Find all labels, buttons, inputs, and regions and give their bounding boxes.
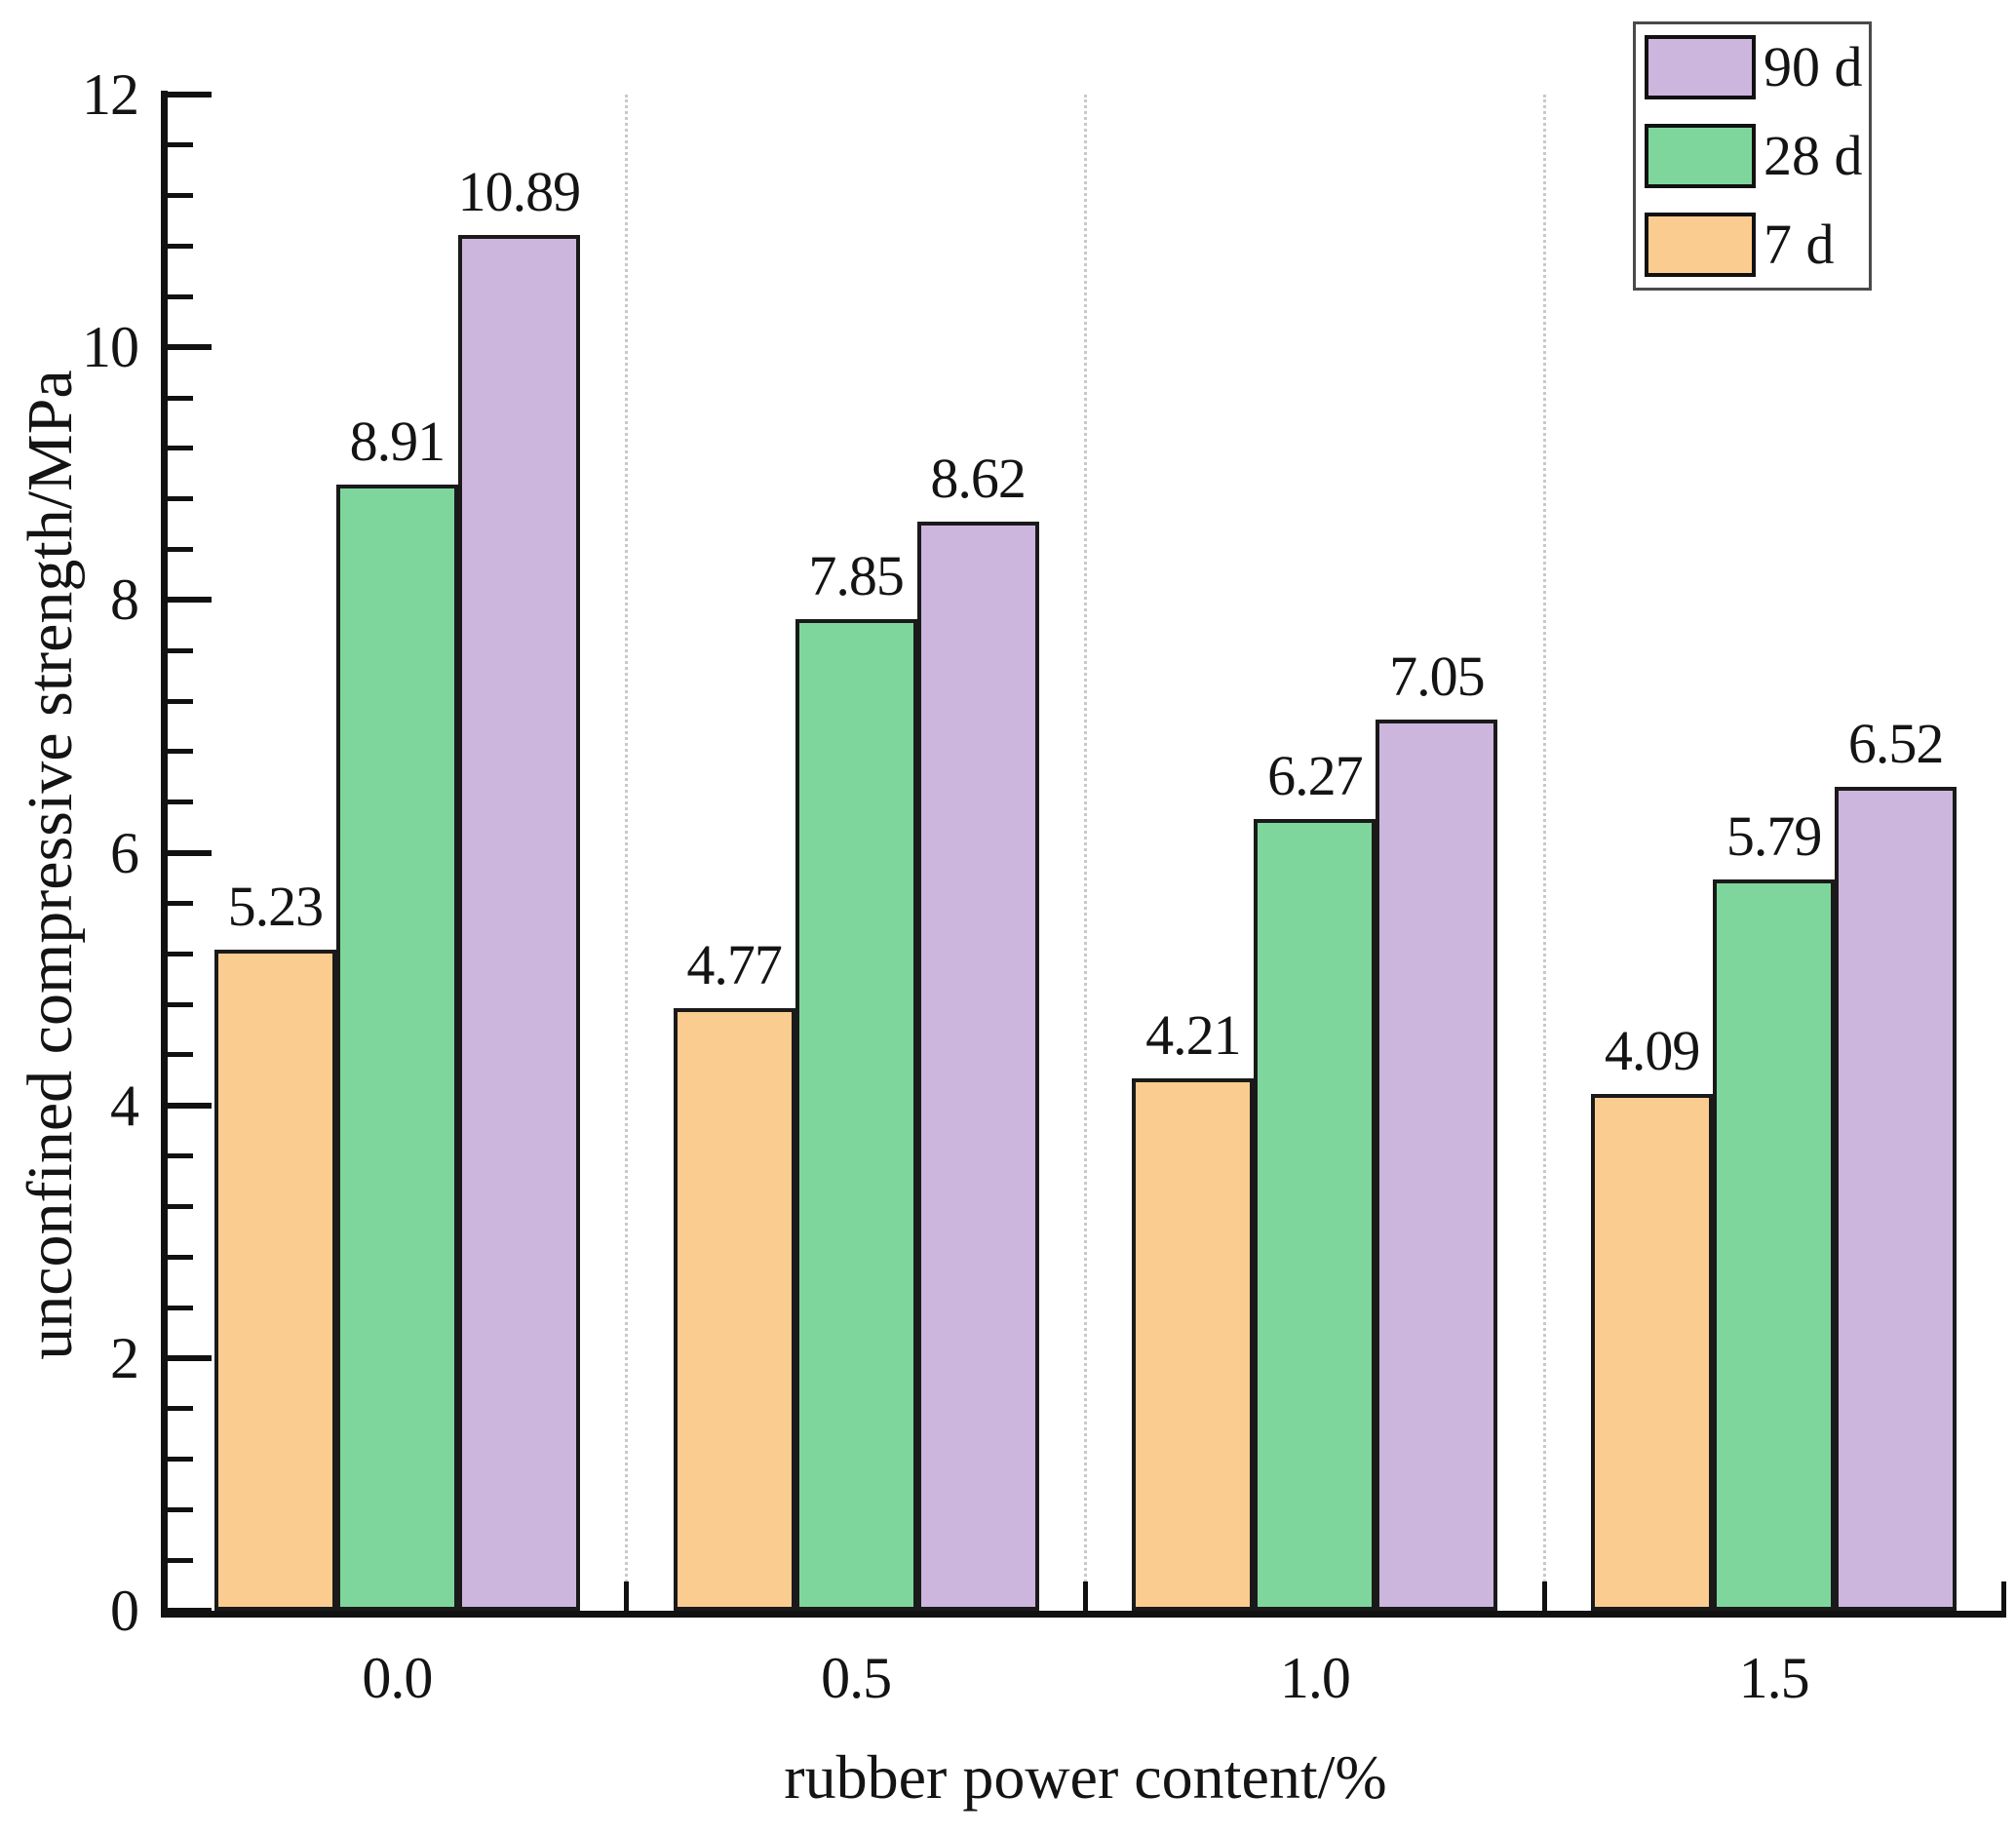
y-minor-tick bbox=[168, 698, 193, 704]
bar-value-label: 5.79 bbox=[1725, 803, 1823, 868]
y-minor-tick bbox=[168, 900, 193, 906]
vertical-gridline bbox=[625, 95, 629, 1611]
x-tick-label: 1.0 bbox=[1279, 1646, 1351, 1710]
bar bbox=[457, 234, 580, 1611]
y-major-tick bbox=[168, 597, 212, 604]
y-minor-tick bbox=[168, 1052, 193, 1058]
y-major-tick bbox=[168, 849, 212, 856]
bar bbox=[1254, 818, 1376, 1611]
y-minor-tick bbox=[168, 647, 193, 653]
y-tick-label: 6 bbox=[110, 820, 139, 885]
bar-value-label: 4.21 bbox=[1145, 1003, 1242, 1068]
bar-value-label: 4.77 bbox=[686, 932, 783, 996]
y-minor-tick bbox=[168, 1203, 193, 1209]
bar bbox=[213, 950, 336, 1611]
y-minor-tick bbox=[168, 1001, 193, 1007]
y-minor-tick bbox=[168, 800, 193, 805]
y-minor-tick bbox=[168, 244, 193, 249]
bar-value-label: 6.52 bbox=[1847, 712, 1945, 776]
x-tick-label: 1.5 bbox=[1738, 1646, 1810, 1710]
x-tick bbox=[624, 1581, 630, 1611]
y-minor-tick bbox=[168, 446, 193, 451]
y-major-tick bbox=[168, 344, 212, 351]
vertical-gridline bbox=[1542, 95, 1546, 1611]
x-tick-label: 0.0 bbox=[362, 1646, 433, 1710]
legend: 90 d 28 d 7 d bbox=[1633, 21, 1872, 291]
bar-value-label: 7.05 bbox=[1389, 644, 1486, 709]
bar bbox=[916, 521, 1039, 1611]
legend-item: 7 d bbox=[1645, 211, 1869, 279]
bar bbox=[335, 485, 458, 1611]
legend-label: 90 d bbox=[1764, 35, 1863, 98]
y-tick-label: 2 bbox=[110, 1325, 139, 1390]
bar bbox=[1835, 787, 1958, 1611]
y-minor-tick bbox=[168, 547, 193, 552]
bar bbox=[1713, 878, 1836, 1611]
y-minor-tick bbox=[168, 1254, 193, 1260]
bar bbox=[1376, 720, 1498, 1611]
x-axis-spine bbox=[161, 1611, 2006, 1618]
bar-value-label: 8.91 bbox=[349, 410, 446, 474]
y-tick-label: 12 bbox=[82, 62, 139, 127]
y-minor-tick bbox=[168, 1557, 193, 1563]
legend-label: 28 d bbox=[1764, 124, 1863, 187]
x-tick bbox=[1083, 1581, 1088, 1611]
legend-swatch bbox=[1645, 35, 1756, 99]
y-minor-tick bbox=[168, 293, 193, 299]
y-minor-tick bbox=[168, 395, 193, 401]
y-tick-label: 0 bbox=[110, 1579, 139, 1643]
y-minor-tick bbox=[168, 951, 193, 956]
y-minor-tick bbox=[168, 1305, 193, 1310]
x-axis-title: rubber power content/% bbox=[784, 1742, 1387, 1812]
y-axis-spine bbox=[161, 91, 168, 1618]
legend-swatch bbox=[1645, 213, 1756, 277]
y-minor-tick bbox=[168, 1457, 193, 1462]
y-minor-tick bbox=[168, 1506, 193, 1512]
y-major-tick bbox=[168, 92, 212, 98]
y-minor-tick bbox=[168, 193, 193, 199]
legend-item: 90 d bbox=[1645, 33, 1869, 101]
y-tick-label: 4 bbox=[110, 1073, 139, 1138]
x-tick bbox=[2000, 1581, 2006, 1611]
y-minor-tick bbox=[168, 142, 193, 148]
y-tick-label: 8 bbox=[110, 567, 139, 633]
y-minor-tick bbox=[168, 1406, 193, 1412]
y-axis-title: unconfined compressive strength/MPa bbox=[15, 370, 86, 1360]
bar bbox=[673, 1007, 795, 1611]
y-minor-tick bbox=[168, 749, 193, 755]
bar-value-label: 8.62 bbox=[930, 446, 1027, 510]
x-tick bbox=[1541, 1581, 1547, 1611]
legend-item: 28 d bbox=[1645, 122, 1869, 190]
y-minor-tick bbox=[168, 1153, 193, 1158]
y-major-tick bbox=[168, 1354, 212, 1361]
x-tick-label: 0.5 bbox=[821, 1646, 892, 1710]
y-tick-label: 10 bbox=[82, 315, 139, 380]
bar bbox=[795, 618, 917, 1611]
bar bbox=[1591, 1094, 1714, 1611]
bar-value-label: 6.27 bbox=[1267, 743, 1364, 807]
bar-value-label: 4.09 bbox=[1604, 1019, 1701, 1082]
legend-label: 7 d bbox=[1764, 213, 1835, 276]
vertical-gridline bbox=[1084, 95, 1087, 1611]
bar-value-label: 7.85 bbox=[808, 543, 905, 607]
bar bbox=[1132, 1078, 1255, 1611]
y-minor-tick bbox=[168, 496, 193, 502]
legend-swatch bbox=[1645, 124, 1756, 188]
bar-value-label: 5.23 bbox=[227, 875, 325, 939]
bar-value-label: 10.89 bbox=[457, 159, 582, 223]
y-major-tick bbox=[168, 1102, 212, 1109]
